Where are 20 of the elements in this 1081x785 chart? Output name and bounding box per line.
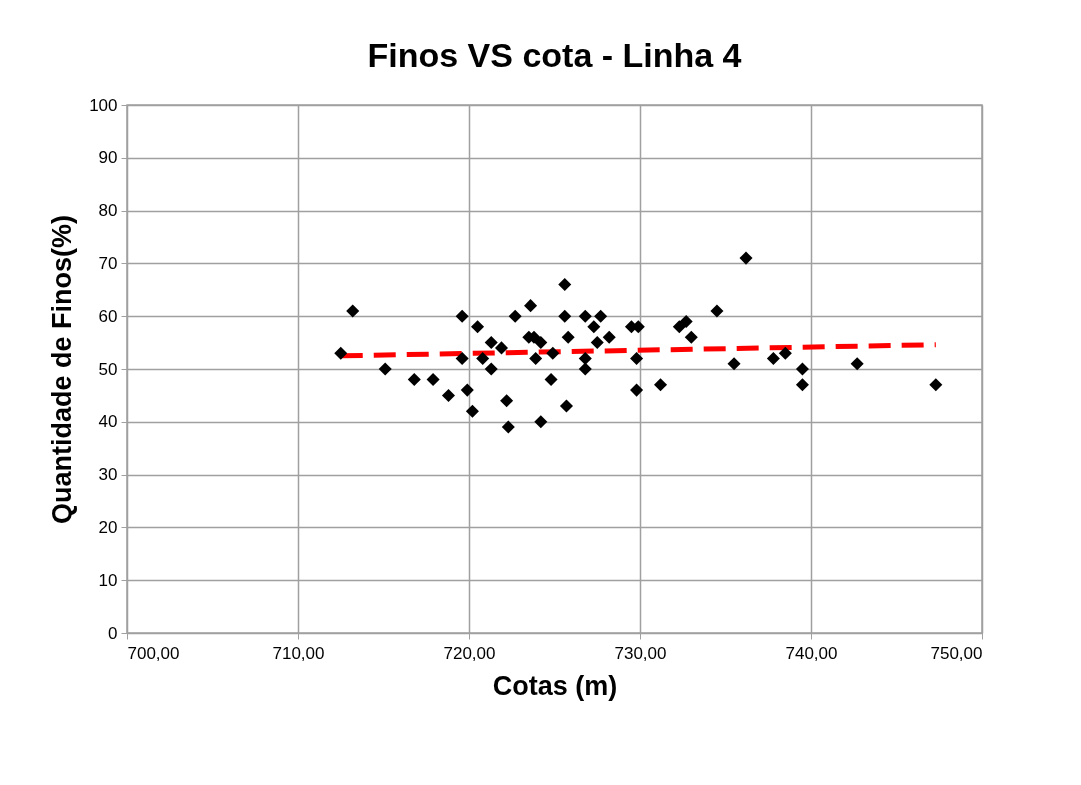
x-tick-label: 720,00: [443, 643, 496, 663]
x-tick-label: 750,00: [930, 643, 983, 663]
y-tick-label: 40: [98, 412, 118, 432]
y-tick-label: 10: [98, 570, 118, 590]
x-tick-label: 740,00: [785, 643, 838, 663]
y-tick-label: 60: [98, 306, 118, 326]
y-tick-label: 90: [98, 148, 118, 168]
y-tick-label: 20: [98, 517, 118, 537]
y-tick-label: 50: [98, 359, 118, 379]
x-tick-label: 730,00: [614, 643, 667, 663]
x-axis-title: Cotas (m): [492, 670, 618, 701]
x-tick-label: 700,00: [127, 643, 180, 663]
x-tick-label: 710,00: [272, 643, 325, 663]
y-tick-label: 30: [98, 465, 118, 485]
chart-title: Finos VS cota - Linha 4: [367, 36, 742, 74]
y-tick-label: 0: [108, 623, 118, 643]
y-tick-label: 70: [98, 253, 118, 273]
y-axis-title: Quantidade de Finos(%): [47, 214, 78, 525]
y-tick-label: 80: [98, 201, 118, 221]
y-tick-label: 100: [89, 95, 118, 115]
